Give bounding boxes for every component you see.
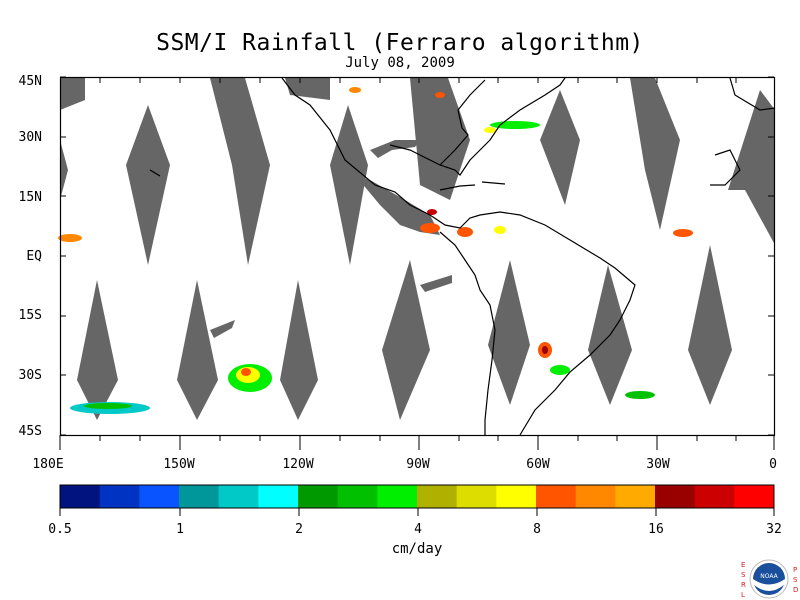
colorbar-swatch bbox=[99, 485, 140, 508]
axis-ticks bbox=[59, 76, 775, 450]
colorbar-label-2: 2 bbox=[295, 522, 303, 537]
svg-text:P: P bbox=[793, 566, 797, 574]
colorbar-swatch bbox=[655, 485, 696, 508]
colorbar-swatch bbox=[456, 485, 497, 508]
colorbar-swatch bbox=[377, 485, 418, 508]
colorbar-swatch bbox=[218, 485, 259, 508]
psd-letters: PSD bbox=[793, 566, 798, 594]
colorbar-swatch bbox=[258, 485, 299, 508]
colorbar-label-4: 4 bbox=[414, 522, 422, 537]
rainfall-patches bbox=[58, 87, 693, 414]
lon-label-150w: 150W bbox=[163, 457, 195, 472]
colorbar-label-8: 8 bbox=[533, 522, 541, 537]
lon-label-0: 0 bbox=[769, 457, 777, 472]
lat-label-45s: 45S bbox=[18, 424, 42, 439]
colorbar-units: cm/day bbox=[391, 541, 443, 557]
colorbar-label-16: 16 bbox=[648, 522, 664, 537]
swath-gaps bbox=[60, 78, 775, 420]
colorbar-swatch bbox=[139, 485, 180, 508]
colorbar-frame bbox=[59, 484, 775, 509]
svg-text:S: S bbox=[793, 576, 798, 584]
coastlines bbox=[149, 77, 776, 436]
colorbar-swatch bbox=[179, 485, 220, 508]
lat-label-15n: 15N bbox=[18, 190, 42, 205]
colorbar bbox=[59, 484, 775, 509]
lat-label-eq: EQ bbox=[26, 249, 42, 264]
lat-label-30s: 30S bbox=[18, 368, 42, 383]
lat-label-45n: 45N bbox=[18, 74, 42, 89]
colorbar-label-0-5: 0.5 bbox=[48, 522, 72, 537]
svg-text:D: D bbox=[793, 586, 798, 594]
map-date: July 08, 2009 bbox=[345, 55, 455, 71]
svg-text:L: L bbox=[741, 591, 745, 599]
colorbar-ticks bbox=[59, 508, 775, 516]
colorbar-swatch bbox=[337, 485, 378, 508]
colorbar-swatch bbox=[575, 485, 616, 508]
lon-label-90w: 90W bbox=[406, 457, 430, 472]
lon-label-60w: 60W bbox=[526, 457, 550, 472]
colorbar-swatch bbox=[694, 485, 735, 508]
colorbar-label-1: 1 bbox=[176, 522, 184, 537]
colorbar-label-32: 32 bbox=[766, 522, 782, 537]
colorbar-swatch bbox=[417, 485, 458, 508]
lon-label-30w: 30W bbox=[646, 457, 670, 472]
svg-text:E: E bbox=[741, 561, 745, 569]
lat-label-15s: 15S bbox=[18, 308, 42, 323]
map-title: SSM/I Rainfall (Ferraro algorithm) bbox=[156, 30, 644, 56]
colorbar-swatch bbox=[615, 485, 656, 508]
colorbar-swatch bbox=[734, 485, 775, 508]
colorbar-swatch bbox=[536, 485, 577, 508]
svg-text:S: S bbox=[741, 571, 746, 579]
lat-label-30n: 30N bbox=[18, 130, 42, 145]
lon-label-180e: 180E bbox=[32, 457, 64, 472]
noaa-emblem-text: NOAA bbox=[760, 573, 778, 580]
lon-label-120w: 120W bbox=[282, 457, 314, 472]
colorbar-swatch bbox=[298, 485, 339, 508]
svg-text:R: R bbox=[741, 581, 746, 589]
colorbar-swatch bbox=[496, 485, 537, 508]
colorbar-swatch bbox=[60, 485, 101, 508]
